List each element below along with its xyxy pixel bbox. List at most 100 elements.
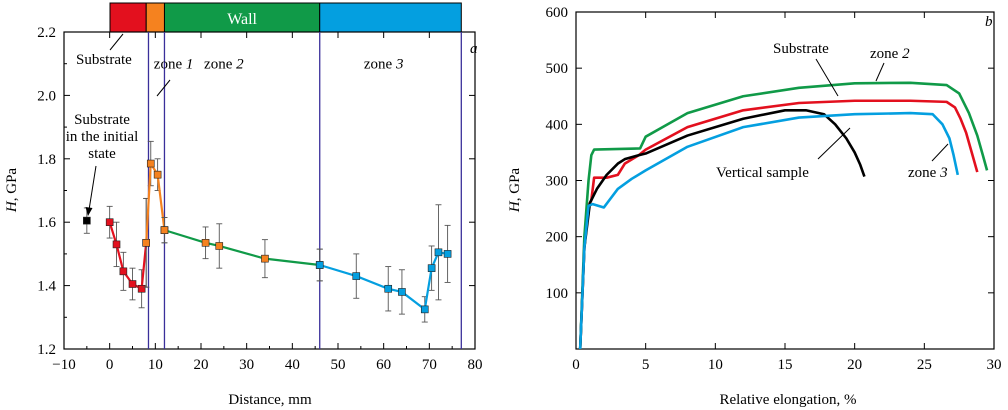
data-point [83,216,91,225]
zone1-leader-line [156,79,171,97]
initial-state-arrow-head [85,207,93,216]
initial-state-annotation-line2: in the initial [66,129,139,145]
label-substrate: Substrate [773,41,829,57]
panel-a-hardness-vs-distance: Wall −10 0 10 20 30 40 50 60 70 80 1.2 1.4 1.6 1.8 2.0… [4,2,483,408]
label-zone3: zone 3 [908,165,948,181]
label-zone2: zone 2 [870,46,910,62]
y-tick-label: 300 [546,174,569,190]
data-point [142,239,150,247]
series-line [108,221,148,291]
substrate-leader-line [109,33,124,51]
zone-label-2: zone 2 [204,57,244,73]
y-tick-label: 1.4 [37,279,56,295]
zone-label-1: zone 1 [154,57,194,73]
panel-a-y-axis-label: H, GPa [4,168,20,214]
bar-segment-3 [319,2,462,33]
label-substrate-leader [815,58,839,97]
curve-substrate [578,99,979,350]
x-tick-label: 5 [642,357,650,373]
bar-segment-2 [163,2,321,33]
label-vertical-sample-leader [817,127,851,160]
x-tick-label: 80 [468,357,483,373]
x-tick-label: 20 [847,357,862,373]
bar-segment-0 [109,2,147,33]
data-point [420,305,429,314]
curve-zone-2 [578,81,989,350]
curve-zone-3 [578,111,960,350]
panel-b-axis-ticks: 0 5 10 15 20 25 30 100 200 300 400 500 600 [546,5,1002,373]
initial-state-annotation-line3: state [88,146,116,162]
series-a-4 [315,204,452,323]
data-point [443,250,452,258]
panel-b-y-axis-label: H, GPa [507,168,523,214]
x-tick-label: 30 [239,357,254,373]
x-tick-label: 25 [917,357,932,373]
x-tick-label: 70 [422,357,437,373]
y-tick-label: 2.2 [37,25,56,41]
data-point [434,248,443,257]
panel-b-series [578,81,989,350]
region-color-bar: Wall [109,2,462,33]
data-point [261,254,269,263]
panel-b-label: b [985,14,993,30]
data-point [119,267,128,276]
substrate-annotation: Substrate [76,52,132,68]
label-zone3-leader [931,143,949,162]
data-point [352,272,361,280]
panel-a-axis-ticks: −10 0 10 20 30 40 50 60 70 80 1.2 1.4 1.6 1.8 2.0 2.2 [37,25,482,373]
x-tick-label: 60 [376,357,391,373]
data-point [201,239,210,247]
panel-b-hardness-vs-elongation: 0 5 10 15 20 25 30 100 200 300 400 500 600 Substrate… [507,5,1002,408]
panel-b-x-axis-label: Relative elongation, % [719,392,856,408]
data-point [153,170,162,179]
x-tick-label: 10 [148,357,163,373]
series-a-1 [105,197,150,309]
label-vertical-sample: Vertical sample [716,165,809,181]
x-tick-label: 50 [331,357,346,373]
y-tick-label: 2.0 [37,88,56,104]
y-tick-label: 1.2 [37,342,56,358]
x-tick-label: 30 [987,357,1002,373]
data-point [160,226,169,234]
data-point [146,159,155,168]
y-tick-label: 1.6 [37,215,56,231]
x-tick-label: 15 [778,357,793,373]
series-line [319,251,448,312]
panel-a-label: a [470,41,478,57]
y-tick-label: 500 [546,61,569,77]
data-point [215,242,224,250]
x-tick-label: 10 [708,357,723,373]
panel-a-series [83,140,452,323]
y-tick-label: 200 [546,230,569,246]
x-tick-label: 40 [285,357,300,373]
data-point [427,264,436,272]
data-point [112,240,121,249]
initial-state-annotation-line1: Substrate [74,112,130,128]
x-tick-label: 20 [194,357,209,373]
data-point [128,280,137,288]
series-line [164,229,320,267]
series-a-3 [160,216,324,282]
y-tick-label: 1.8 [37,152,56,168]
y-tick-label: 400 [546,117,569,133]
y-tick-label: 100 [546,286,569,302]
data-point [384,284,393,293]
zone-labels: zone 1 zone 2 zone 3 [154,57,404,73]
x-tick-label: −10 [52,357,75,373]
series-line [145,160,166,243]
data-point [105,218,114,226]
initial-state-arrow-line [88,165,97,211]
panel-a-x-axis-label: Distance, mm [228,392,312,408]
curve-vertical-sample [578,108,866,350]
bar-segment-1 [145,2,165,33]
x-tick-label: 0 [572,357,580,373]
zone-label-3: zone 3 [364,57,404,73]
y-tick-label: 600 [546,5,569,21]
data-point [137,284,146,293]
data-point [398,288,406,296]
data-point [315,261,324,269]
x-tick-label: 0 [106,357,114,373]
label-zone2-leader [875,62,885,82]
wall-label: Wall [227,11,257,28]
